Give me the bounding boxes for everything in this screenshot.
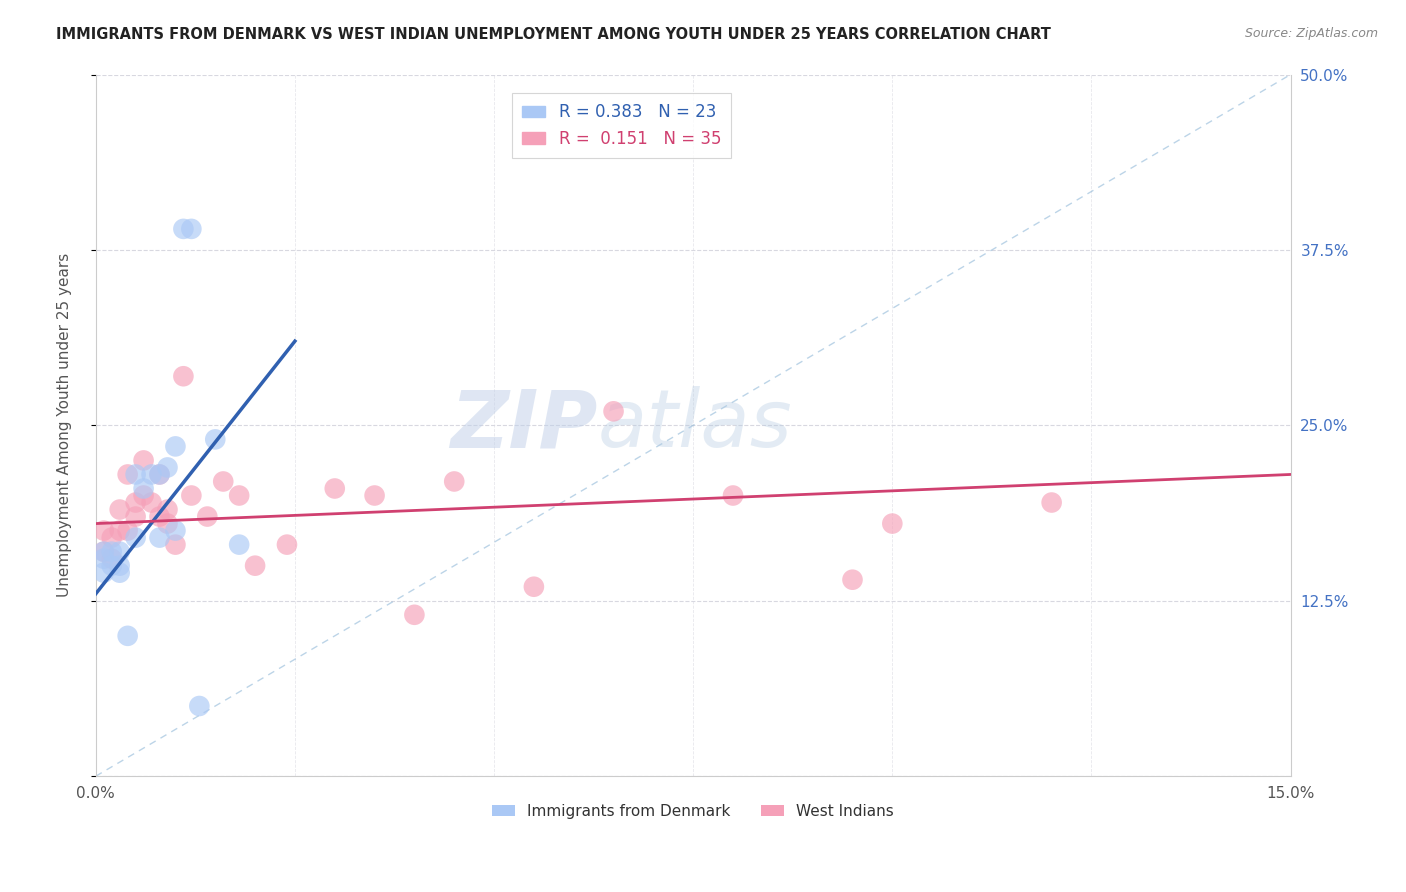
Point (323, 482, 346, 496)
Point (108, 544, 131, 558)
Point (93, 551, 115, 566)
Point (443, 475, 465, 489)
Point (180, 222, 202, 236)
Text: Source: ZipAtlas.com: Source: ZipAtlas.com (1244, 27, 1378, 40)
Text: atlas: atlas (598, 386, 793, 465)
Point (124, 467, 146, 482)
Point (148, 467, 170, 482)
Point (132, 482, 155, 496)
Point (100, 558, 122, 573)
Point (156, 516, 179, 531)
Point (172, 222, 194, 236)
Point (108, 558, 131, 573)
Point (721, 489, 744, 503)
Point (882, 516, 904, 531)
Point (363, 489, 385, 503)
Point (93, 544, 115, 558)
Point (165, 524, 187, 538)
Point (141, 467, 163, 482)
Point (228, 489, 250, 503)
Y-axis label: Unemployment Among Youth under 25 years: Unemployment Among Youth under 25 years (58, 253, 72, 598)
Point (100, 551, 122, 566)
Point (156, 460, 179, 475)
Point (93, 544, 115, 558)
Point (108, 566, 131, 580)
Point (228, 538, 250, 552)
Point (93, 566, 115, 580)
Point (165, 439, 187, 453)
Point (141, 495, 163, 509)
Text: ZIP: ZIP (450, 386, 598, 465)
Text: IMMIGRANTS FROM DENMARK VS WEST INDIAN UNEMPLOYMENT AMONG YOUTH UNDER 25 YEARS C: IMMIGRANTS FROM DENMARK VS WEST INDIAN U… (56, 27, 1052, 42)
Point (172, 369, 194, 384)
Point (841, 573, 863, 587)
Point (124, 531, 146, 545)
Point (195, 509, 218, 524)
Point (243, 558, 266, 573)
Point (132, 489, 155, 503)
Point (117, 467, 139, 482)
Point (156, 502, 179, 516)
Point (180, 489, 202, 503)
Point (204, 433, 226, 447)
Point (117, 629, 139, 643)
Point (523, 580, 546, 594)
Point (100, 531, 122, 545)
Point (108, 502, 131, 516)
Point (148, 531, 170, 545)
Point (148, 509, 170, 524)
Point (212, 475, 235, 489)
Point (188, 698, 211, 713)
Point (93, 524, 115, 538)
Point (1040, 495, 1063, 509)
Point (124, 509, 146, 524)
Legend: Immigrants from Denmark, West Indians: Immigrants from Denmark, West Indians (486, 797, 900, 825)
Point (404, 607, 426, 622)
Point (148, 467, 170, 482)
Point (100, 544, 122, 558)
Point (108, 524, 131, 538)
Point (124, 495, 146, 509)
Point (602, 404, 624, 418)
Point (117, 524, 139, 538)
Point (276, 538, 298, 552)
Point (165, 538, 187, 552)
Point (132, 453, 155, 467)
